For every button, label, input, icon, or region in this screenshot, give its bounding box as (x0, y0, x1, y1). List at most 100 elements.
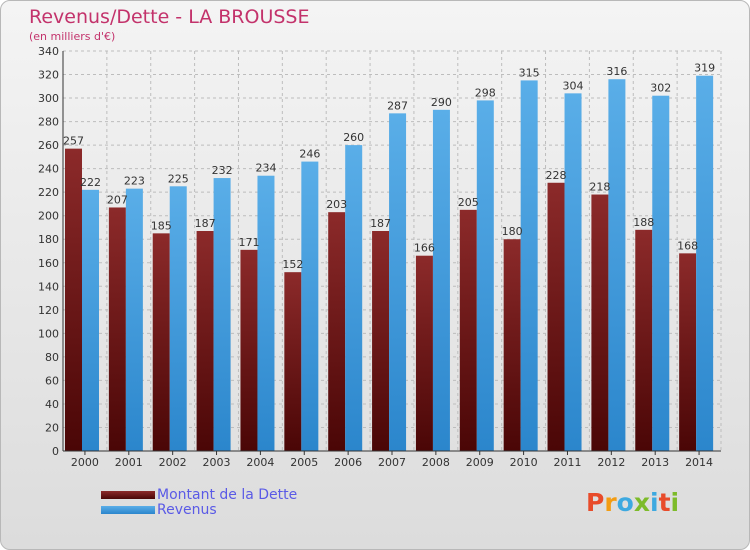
bar-dette (679, 253, 697, 451)
y-tick-label: 240 (38, 163, 59, 176)
data-label: 304 (563, 79, 584, 92)
data-label: 298 (475, 86, 496, 99)
y-tick-label: 40 (45, 398, 59, 411)
bar-dette (547, 182, 565, 451)
data-label: 257 (63, 135, 84, 148)
bar-revenus (652, 95, 670, 452)
x-tick-label: 2011 (553, 456, 581, 469)
y-tick-label: 160 (38, 257, 59, 270)
data-label: 222 (80, 176, 101, 189)
logo-letter: P (586, 488, 605, 517)
y-tick-label: 80 (45, 351, 59, 364)
proxiti-logo: Proxiti (586, 488, 679, 517)
bar-revenus (213, 178, 231, 451)
y-tick-label: 260 (38, 139, 59, 152)
x-tick-label: 2013 (641, 456, 669, 469)
bar-revenus (696, 75, 714, 452)
y-tick-label: 140 (38, 280, 59, 293)
bar-revenus (432, 109, 450, 451)
x-tick-label: 2014 (685, 456, 713, 469)
bar-dette (459, 209, 477, 451)
y-tick-label: 300 (38, 92, 59, 105)
bar-dette (196, 231, 214, 451)
bar-dette (591, 194, 609, 451)
y-tick-label: 20 (45, 421, 59, 434)
bar-dette (108, 207, 126, 451)
bar-dette (503, 239, 521, 451)
data-label: 234 (255, 162, 276, 175)
logo-letter: x (633, 488, 650, 517)
bar-dette (65, 148, 82, 451)
data-label: 290 (431, 96, 452, 109)
bar-dette (152, 233, 170, 451)
x-tick-label: 2007 (378, 456, 406, 469)
y-tick-label: 340 (38, 45, 59, 58)
data-label: 203 (326, 198, 347, 211)
legend-item-revenus: Revenus (101, 501, 297, 518)
data-label: 185 (151, 219, 172, 232)
bar-dette (372, 231, 390, 451)
logo-letter: o (616, 488, 634, 517)
bar-dette (415, 255, 433, 451)
data-label: 187 (195, 217, 216, 230)
bar-revenus (257, 175, 275, 452)
x-tick-label: 2008 (422, 456, 450, 469)
bar-revenus (301, 161, 319, 451)
bar-dette (284, 272, 302, 451)
logo-letter: i (670, 488, 680, 517)
axes: 0 20 40 60 80 100 120 140 160 180 200 220 240 260 280 3… (38, 45, 721, 469)
bars (65, 75, 714, 452)
y-tick-label: 60 (45, 374, 59, 387)
bar-dette (240, 249, 258, 451)
y-tick-label: 120 (38, 304, 59, 317)
bar-revenus (476, 100, 494, 451)
x-tick-label: 2001 (115, 456, 143, 469)
y-tick-label: 200 (38, 210, 59, 223)
bar-revenus (564, 93, 582, 452)
data-label: 225 (168, 172, 189, 185)
data-label: 168 (677, 239, 698, 252)
x-tick-label: 2012 (597, 456, 625, 469)
y-tick-label: 320 (38, 69, 59, 82)
logo-letter: t (658, 488, 671, 517)
x-tick-label: 2000 (71, 456, 99, 469)
legend-label-revenus: Revenus (157, 501, 217, 518)
data-label: 316 (606, 65, 627, 78)
data-label: 152 (282, 258, 303, 271)
logo-letter: r (604, 488, 617, 517)
x-tick-label: 2004 (246, 456, 274, 469)
data-label: 319 (694, 62, 715, 75)
legend: Montant de la Dette Revenus (101, 486, 298, 518)
x-tick-label: 2009 (466, 456, 494, 469)
data-label: 171 (238, 236, 259, 249)
data-label: 187 (370, 217, 391, 230)
data-label: 205 (458, 196, 479, 209)
bar-revenus (169, 186, 187, 451)
x-tick-label: 2002 (159, 456, 187, 469)
bar-revenus (520, 80, 538, 451)
bar-revenus (125, 188, 143, 451)
data-label: 188 (633, 216, 654, 229)
chart-title: Revenus/Dette - LA BROUSSE (29, 6, 310, 28)
y-tick-label: 180 (38, 233, 59, 246)
legend-swatch-revenus (101, 505, 155, 514)
legend-label-dette: Montant de la Dette (157, 486, 298, 503)
x-tick-label: 2003 (203, 456, 231, 469)
data-label: 223 (124, 175, 145, 188)
data-label: 260 (343, 131, 364, 144)
legend-swatch-dette (101, 490, 155, 499)
legend-item-dette: Montant de la Dette (101, 486, 298, 503)
data-label: 218 (589, 181, 610, 194)
y-tick-label: 280 (38, 116, 59, 129)
data-label: 315 (519, 66, 540, 79)
data-label: 302 (650, 82, 671, 95)
data-label: 246 (299, 148, 320, 161)
data-label: 232 (212, 164, 233, 177)
x-tick-label: 2005 (290, 456, 318, 469)
y-tick-label: 220 (38, 186, 59, 199)
logo-letter: i (650, 488, 659, 517)
data-labels: 257 222 207 223 185 225 187 232 171 234 152 246 203 2… (63, 62, 715, 271)
x-tick-label: 2006 (334, 456, 362, 469)
